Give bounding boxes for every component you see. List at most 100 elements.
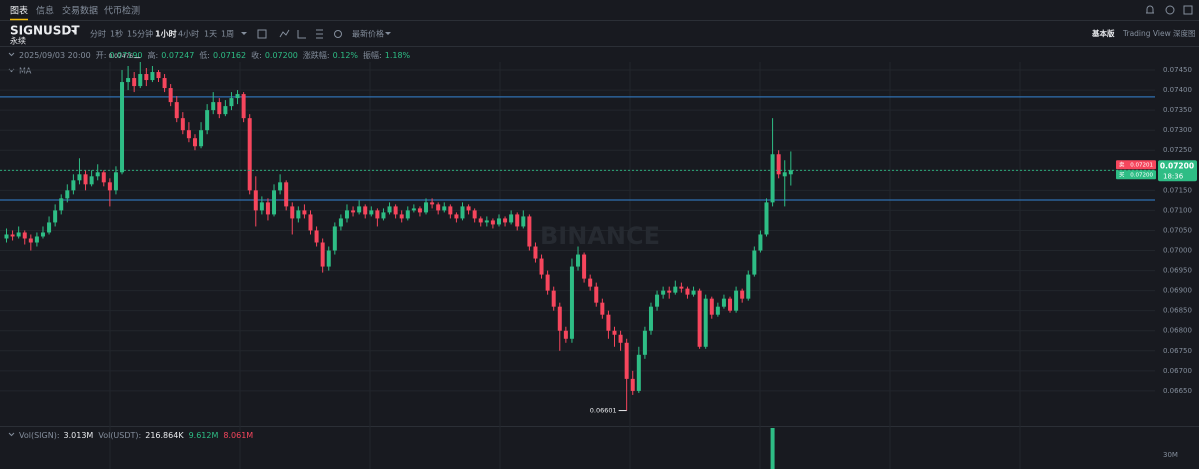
last-price-label: 0.07200 bbox=[1160, 161, 1194, 170]
y-tick-label: 0.07350 bbox=[1163, 106, 1192, 114]
candle-body bbox=[442, 206, 447, 211]
info-time: 2025/09/03 20:00 bbox=[19, 51, 91, 60]
symbol[interactable]: SIGNUSDT bbox=[10, 24, 80, 38]
nav-tab[interactable]: 交易数据 bbox=[62, 5, 98, 17]
candle-body bbox=[302, 210, 307, 215]
candle-body bbox=[363, 206, 368, 215]
candle-body bbox=[101, 172, 106, 183]
candle-body bbox=[113, 172, 118, 191]
volume-bars bbox=[770, 428, 775, 469]
y-tick-label: 0.07250 bbox=[1163, 146, 1192, 154]
candle-body bbox=[569, 266, 574, 339]
watermark: BINANCE bbox=[540, 222, 660, 250]
nav-tab[interactable]: 图表 bbox=[10, 5, 28, 17]
y-tick-label: 0.07300 bbox=[1163, 126, 1192, 134]
info-value: 0.07247 bbox=[161, 51, 194, 60]
candle-body bbox=[734, 290, 739, 311]
candle-body bbox=[399, 214, 404, 219]
sell-label: 卖 bbox=[1119, 161, 1125, 168]
vol-value: 3.013M bbox=[64, 431, 94, 440]
candle-body bbox=[667, 290, 672, 293]
candle-body bbox=[168, 88, 173, 103]
candle-body bbox=[490, 220, 495, 225]
interval-tab[interactable]: 1周 bbox=[221, 30, 234, 39]
interval-tab[interactable]: 1小时 bbox=[155, 29, 177, 39]
view-tab[interactable]: 基本版 bbox=[1091, 28, 1115, 38]
candle-body bbox=[721, 298, 726, 307]
fullscreen-icon[interactable] bbox=[1183, 5, 1193, 15]
interval-tab[interactable]: 15分钟 bbox=[127, 29, 153, 39]
interval-tab[interactable]: 4小时 bbox=[178, 29, 199, 39]
candle-body bbox=[563, 330, 568, 339]
candle-body bbox=[582, 254, 587, 279]
candle-body bbox=[144, 74, 149, 81]
candle-body bbox=[272, 190, 277, 215]
interval-dropdown[interactable] bbox=[241, 32, 247, 35]
vol-ma1: 9.612M bbox=[189, 431, 219, 440]
candle-body bbox=[375, 210, 380, 219]
buy-label: 买 bbox=[1119, 170, 1125, 178]
y-tick-label: 0.06700 bbox=[1163, 367, 1192, 375]
candle-body bbox=[235, 94, 240, 99]
candle-body bbox=[53, 210, 58, 223]
candle-body bbox=[594, 286, 599, 303]
nav-tab[interactable]: 信息 bbox=[36, 5, 54, 17]
header-icons bbox=[1146, 5, 1193, 15]
candle-body bbox=[648, 306, 653, 331]
candle-body bbox=[22, 232, 27, 239]
candle-body bbox=[28, 238, 33, 243]
candles bbox=[0, 62, 1155, 411]
info-toggle[interactable] bbox=[8, 52, 15, 57]
bell-icon[interactable] bbox=[1146, 5, 1154, 14]
vol-toggle[interactable] bbox=[8, 432, 15, 437]
candle-body bbox=[65, 190, 70, 199]
interval-tab[interactable]: 分时 bbox=[90, 29, 106, 39]
price-type-dropdown[interactable] bbox=[385, 32, 391, 35]
candle-body bbox=[576, 254, 581, 267]
view-tab[interactable]: 深度图 bbox=[1173, 28, 1196, 38]
countdown: 18:36 bbox=[1163, 172, 1184, 180]
tool-icon[interactable] bbox=[316, 29, 323, 39]
candle-body bbox=[758, 234, 763, 251]
y-tick-label: 0.07450 bbox=[1163, 66, 1192, 74]
tool-icon[interactable] bbox=[257, 29, 267, 39]
candle-body bbox=[265, 202, 270, 215]
candle-body bbox=[752, 250, 757, 275]
settings-icon[interactable] bbox=[1165, 5, 1175, 15]
candle-body bbox=[764, 202, 769, 235]
tool-icon[interactable] bbox=[297, 30, 306, 39]
candle-body bbox=[557, 306, 562, 331]
nav-tab[interactable]: 代币检测 bbox=[104, 5, 140, 17]
candle-body bbox=[709, 298, 714, 315]
info-value: 0.07200 bbox=[265, 51, 298, 60]
symbol-dropdown[interactable] bbox=[71, 30, 77, 33]
interval-tab[interactable]: 1天 bbox=[204, 30, 217, 39]
candle-body bbox=[454, 214, 459, 219]
candle-body bbox=[40, 232, 45, 237]
candle-body bbox=[527, 216, 532, 247]
candle-body bbox=[192, 138, 197, 147]
candle-body bbox=[691, 290, 696, 295]
ma-label[interactable]: MA bbox=[19, 67, 32, 76]
candle-body bbox=[466, 206, 471, 211]
price-type[interactable]: 最新价格 bbox=[352, 29, 384, 39]
candle-body bbox=[284, 182, 289, 207]
candle-body bbox=[259, 202, 264, 211]
candle-body bbox=[314, 230, 319, 243]
candle-body bbox=[472, 210, 477, 219]
tool-icon[interactable] bbox=[334, 30, 342, 38]
candle-body bbox=[411, 208, 416, 211]
view-switch: 基本版 Trading View 深度图 bbox=[1091, 28, 1196, 38]
candle-body bbox=[533, 246, 538, 259]
y-tick-label: 0.07150 bbox=[1163, 186, 1192, 194]
view-tab[interactable]: Trading View bbox=[1122, 29, 1171, 38]
candle-body bbox=[381, 212, 386, 219]
interval-tab[interactable]: 1秒 bbox=[110, 29, 123, 39]
tool-icon[interactable] bbox=[279, 29, 290, 38]
volume-axis: 30M bbox=[1163, 451, 1178, 459]
candle-body bbox=[296, 210, 301, 219]
candle-body bbox=[162, 78, 167, 89]
y-tick-label: 0.07100 bbox=[1163, 206, 1192, 214]
candle-body bbox=[126, 78, 131, 83]
